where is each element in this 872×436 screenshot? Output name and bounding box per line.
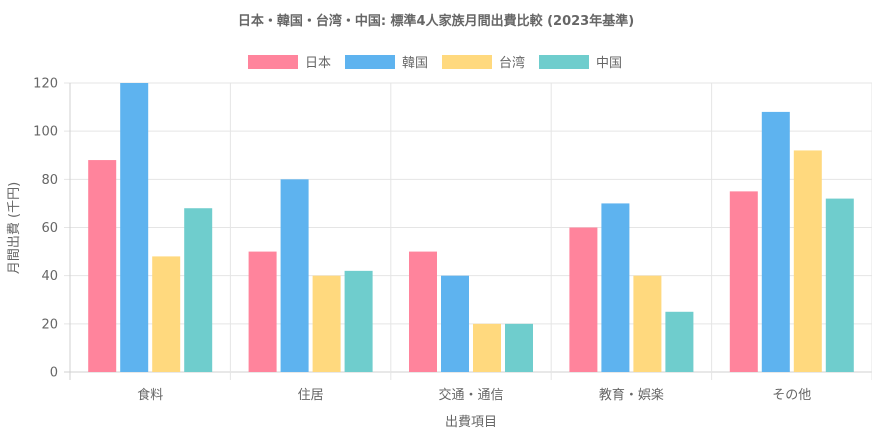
bar-中国-住居 bbox=[344, 270, 373, 372]
chart-title: 日本・韓国・台湾・中国: 標準4人家族月間出費比較 (2023年基準) bbox=[238, 13, 634, 29]
bar-中国-交通・通信 bbox=[505, 323, 533, 372]
bar-台湾-その他 bbox=[793, 150, 822, 372]
bar-台湾-交通・通信 bbox=[473, 323, 501, 372]
y-tick-labels: 0 20 40 60 80 100 120 bbox=[33, 77, 58, 381]
legend-label: 中国 bbox=[596, 56, 622, 71]
legend-item: 中国 bbox=[539, 55, 622, 71]
bar-韓国-教育・娯楽 bbox=[601, 203, 630, 372]
legend-label: 台湾 bbox=[499, 55, 525, 71]
y-tick-label: 100 bbox=[33, 125, 58, 140]
y-tick-label: 80 bbox=[41, 173, 58, 188]
y-tick-label: 120 bbox=[33, 77, 58, 92]
y-tick-label: 0 bbox=[50, 366, 58, 381]
legend-item: 台湾 bbox=[442, 55, 525, 71]
legend-swatch bbox=[345, 55, 395, 69]
legend-label: 日本 bbox=[305, 56, 331, 71]
bar-韓国-食料 bbox=[120, 83, 149, 372]
bar-台湾-住居 bbox=[312, 275, 341, 372]
x-tick-label: 教育・娯楽 bbox=[599, 387, 664, 403]
bar-台湾-食料 bbox=[152, 256, 181, 372]
x-tick-label: 食料 bbox=[137, 387, 163, 403]
bar-日本-教育・娯楽 bbox=[569, 227, 598, 372]
x-tick-label: 住居 bbox=[298, 388, 324, 403]
bar-日本-食料 bbox=[88, 160, 117, 372]
legend-item: 韓国 bbox=[345, 55, 428, 71]
y-tick-label: 60 bbox=[41, 221, 58, 236]
bar-中国-その他 bbox=[825, 198, 854, 372]
bars bbox=[88, 83, 854, 373]
bar-韓国-住居 bbox=[280, 179, 309, 372]
legend-item: 日本 bbox=[248, 55, 331, 71]
bar-韓国-その他 bbox=[761, 111, 790, 373]
legend-swatch bbox=[539, 55, 589, 69]
x-tick-labels: 食料 住居 交通・通信 教育・娯楽 その他 bbox=[137, 387, 811, 403]
bar-中国-教育・娯楽 bbox=[665, 311, 694, 372]
bar-韓国-交通・通信 bbox=[441, 275, 469, 372]
y-tick-label: 20 bbox=[41, 317, 58, 332]
bar-日本-住居 bbox=[248, 251, 277, 372]
bar-日本-交通・通信 bbox=[409, 251, 437, 372]
x-tick-label: 交通・通信 bbox=[438, 387, 503, 403]
x-tick-label: その他 bbox=[772, 388, 811, 403]
legend: 日本 韓国 台湾 中国 bbox=[248, 55, 622, 71]
bar-台湾-教育・娯楽 bbox=[633, 275, 662, 372]
legend-swatch bbox=[248, 55, 298, 69]
bar-日本-その他 bbox=[729, 191, 758, 372]
bar-中国-食料 bbox=[184, 208, 213, 372]
x-axis-title: 出費項目 bbox=[445, 415, 497, 430]
legend-label: 韓国 bbox=[402, 56, 428, 71]
y-tick-label: 40 bbox=[41, 269, 58, 284]
y-axis-title: 月間出費 (千円) bbox=[7, 182, 22, 274]
legend-swatch bbox=[442, 55, 492, 69]
